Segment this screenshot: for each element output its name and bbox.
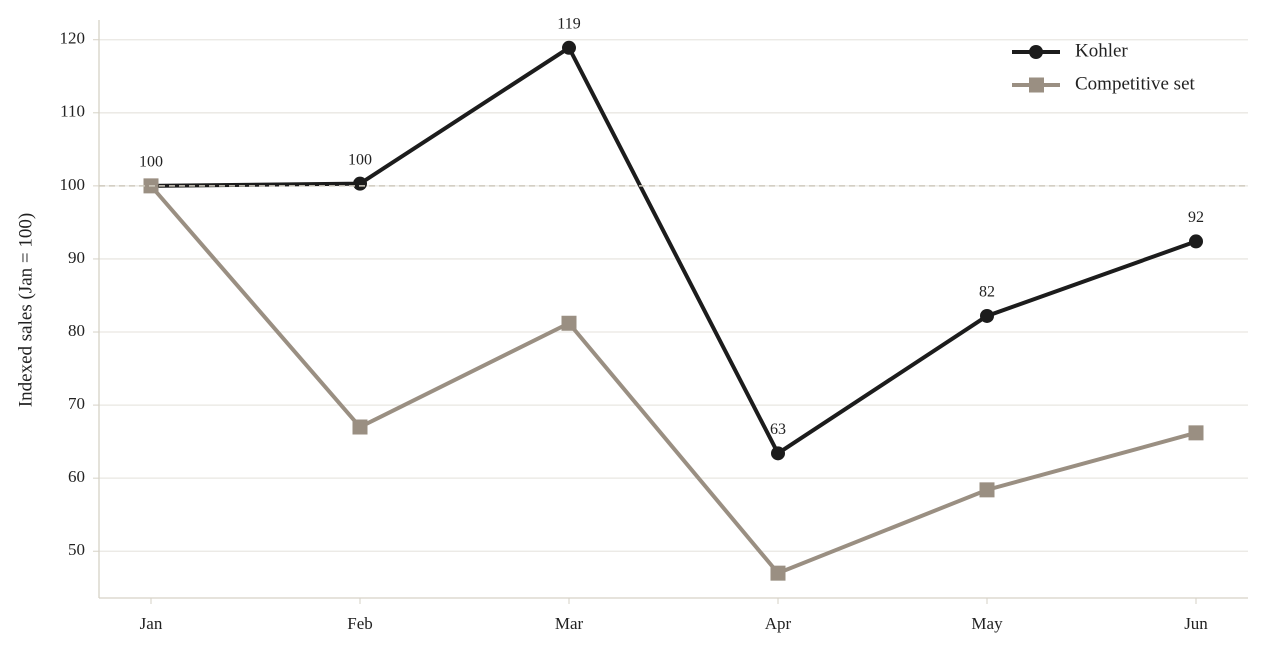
x-tick-label: Feb: [347, 614, 373, 633]
x-tick-label: Jan: [140, 614, 163, 633]
data-label: 100: [348, 151, 372, 168]
x-tick-label: Mar: [555, 614, 584, 633]
y-tick-label: 120: [60, 29, 86, 48]
marker: [980, 308, 994, 323]
legend-marker: [1029, 77, 1044, 93]
marker: [770, 565, 786, 581]
series-line: [150, 44, 1197, 457]
y-tick-label: 50: [68, 540, 85, 559]
marker: [562, 40, 576, 55]
legend-label: Competitive set: [1075, 73, 1196, 94]
marker: [353, 176, 367, 191]
legend-marker: [1029, 45, 1043, 59]
x-tick-label: Apr: [765, 614, 792, 633]
marker: [352, 419, 368, 435]
data-label: 63: [770, 421, 786, 438]
y-tick-label: 110: [60, 102, 85, 121]
y-tick-label: 100: [60, 175, 86, 194]
x-tick-label: Jun: [1184, 614, 1208, 633]
data-label: 92: [1188, 209, 1204, 226]
y-tick-label: 60: [68, 467, 85, 486]
marker: [1189, 234, 1203, 249]
marker: [561, 315, 577, 331]
y-axis-label: Indexed sales (Jan = 100): [15, 213, 36, 407]
marker: [1188, 425, 1204, 441]
series-line: [149, 184, 1197, 576]
data-label: 100: [139, 154, 163, 171]
marker: [979, 482, 995, 498]
data-label: 82: [979, 284, 995, 301]
y-tick-label: 70: [68, 394, 85, 413]
marker: [771, 446, 785, 461]
y-tick-label: 80: [68, 321, 85, 340]
data-label: 119: [557, 15, 580, 32]
y-tick-label: 90: [68, 248, 85, 267]
legend-label: Kohler: [1075, 40, 1128, 61]
x-tick-label: May: [971, 614, 1003, 633]
